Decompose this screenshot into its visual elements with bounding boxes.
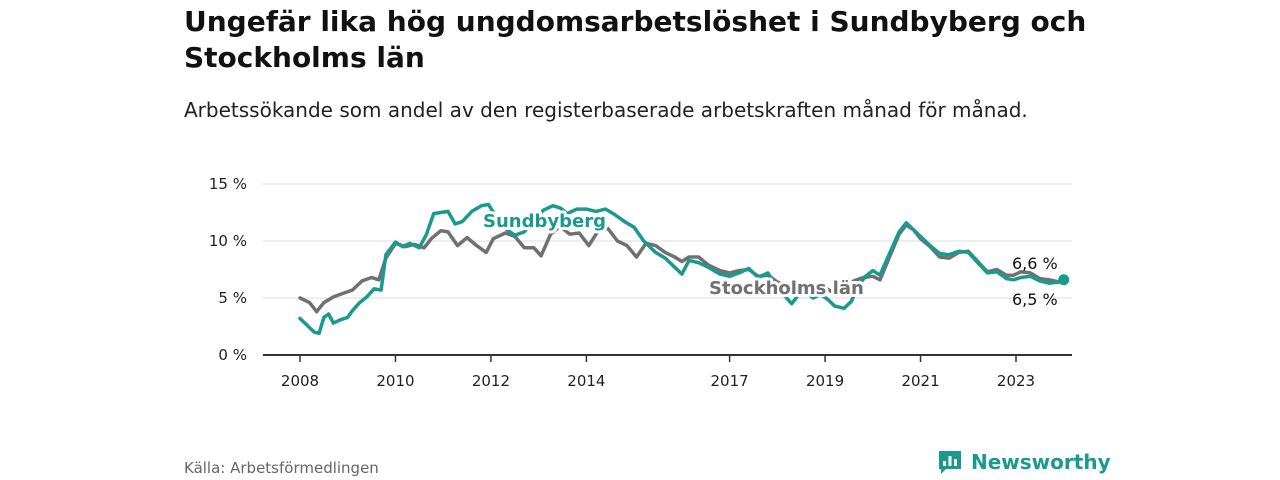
- source-note: Källa: Arbetsförmedlingen: [184, 459, 379, 477]
- x-tick-label: 2019: [806, 372, 844, 390]
- chart-subtitle: Arbetssökande som andel av den registerb…: [184, 98, 1028, 122]
- y-tick-label: 15 %: [209, 175, 247, 193]
- x-tick-label: 2008: [281, 372, 319, 390]
- chart-title: Ungefär lika hög ungdomsarbetslöshet i S…: [184, 5, 1087, 74]
- end-value-label: 6,6 %: [1012, 254, 1058, 273]
- series-label-sundbyberg: Sundbyberg: [483, 211, 606, 232]
- series-line-sundbyberg: [298, 202, 1066, 336]
- brand-logo: Newsworthy: [937, 449, 1111, 475]
- y-tick-label: 10 %: [209, 232, 247, 250]
- series-label-stockholms-län: Stockholms län: [709, 278, 864, 299]
- end-markers: 6,5 % 6,6 %: [1012, 254, 1070, 309]
- newsworthy-logo-icon: [939, 451, 961, 474]
- end-value-label: 6,5 %: [1012, 290, 1058, 309]
- x-axis-ticks: 2008 2010 2012 2014 2017 2019 2021 2023: [281, 355, 1035, 390]
- brand-name: Newsworthy: [971, 450, 1111, 474]
- series-label-halo: Stockholms län: [709, 278, 864, 299]
- y-axis-ticks: 0 % 5 % 10 % 15 %: [209, 175, 247, 364]
- y-tick-label: 0 %: [218, 346, 247, 364]
- gridlines: [263, 183, 1072, 356]
- x-tick-label: 2014: [567, 372, 605, 390]
- series-lines: [298, 202, 1066, 336]
- x-tick-label: 2017: [711, 372, 749, 390]
- y-tick-label: 5 %: [218, 289, 247, 307]
- series-label-halo: Sundbyberg: [483, 211, 606, 232]
- x-tick-label: 2023: [997, 372, 1035, 390]
- x-tick-label: 2012: [472, 372, 510, 390]
- x-tick-label: 2010: [376, 372, 414, 390]
- x-tick-label: 2021: [901, 372, 939, 390]
- series-line-stockholms-län: [298, 223, 1066, 314]
- end-marker-sundbyberg: [1058, 274, 1070, 286]
